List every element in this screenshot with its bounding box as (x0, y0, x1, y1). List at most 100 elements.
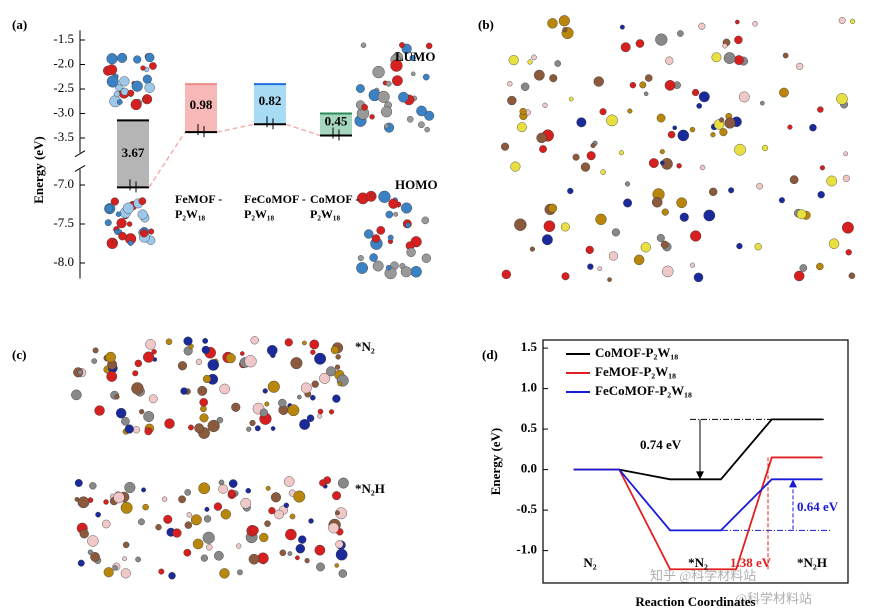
atom (95, 511, 101, 518)
atom (249, 419, 256, 427)
atom (816, 262, 824, 271)
atom (826, 175, 838, 187)
atom (842, 174, 850, 182)
atom (151, 349, 157, 355)
atom (145, 339, 156, 350)
atom (101, 519, 111, 529)
atom (194, 423, 204, 434)
atom (337, 477, 349, 489)
atom (192, 538, 204, 550)
atom (357, 255, 364, 262)
atom (734, 143, 746, 156)
atom (201, 345, 210, 354)
atom (356, 262, 368, 274)
atom (314, 544, 326, 556)
atom (385, 80, 392, 87)
atom (231, 402, 241, 412)
atom (119, 76, 130, 87)
atom (587, 263, 594, 270)
atom (121, 416, 130, 426)
atom (560, 222, 570, 232)
atom (752, 21, 758, 27)
atom (639, 81, 647, 89)
atom (677, 129, 690, 142)
atom (418, 121, 425, 129)
atom (735, 19, 740, 25)
atom (144, 82, 155, 93)
atom (679, 212, 689, 222)
atom (71, 389, 82, 401)
atom (690, 230, 702, 242)
atom (139, 409, 145, 415)
atom (338, 569, 348, 578)
atom (335, 540, 344, 549)
atom (186, 512, 192, 518)
atom (115, 407, 127, 419)
atom (213, 502, 223, 511)
stage-label: N₂ (583, 555, 596, 570)
atom (145, 52, 155, 63)
atom (836, 93, 848, 105)
atom (283, 502, 290, 509)
gap-bar (320, 113, 352, 136)
atom (600, 169, 606, 175)
atom (106, 371, 118, 382)
atom (259, 532, 269, 543)
atom (330, 345, 340, 355)
atom (249, 525, 259, 535)
atom (113, 491, 125, 504)
y-tick-label: 1.0 (521, 380, 537, 395)
atom (356, 84, 365, 93)
atom (202, 374, 212, 384)
atom (533, 69, 545, 81)
atom (547, 18, 558, 29)
atom (228, 479, 238, 488)
atom (188, 424, 194, 431)
atom (106, 53, 118, 65)
atom (184, 521, 193, 529)
atom (328, 409, 335, 415)
atom (165, 338, 173, 345)
atom (661, 208, 669, 216)
atom (148, 228, 155, 235)
atom (79, 529, 89, 539)
atom (227, 489, 236, 497)
level-label: HOMO (395, 177, 438, 192)
atom (656, 113, 666, 123)
y-axis-label: Energy (eV) (488, 428, 503, 496)
atom (385, 264, 392, 271)
atom (203, 515, 212, 523)
atom (572, 153, 580, 161)
atom (399, 42, 405, 49)
atom (527, 59, 533, 65)
atom (120, 501, 133, 514)
atom (607, 277, 612, 282)
y-tick-label: 1.5 (521, 339, 538, 354)
atom (676, 197, 688, 209)
y-tick-label: -3.5 (53, 129, 74, 144)
atom (361, 103, 368, 111)
atom (334, 563, 339, 568)
atom (245, 488, 252, 494)
atom (779, 87, 789, 98)
atom (287, 551, 293, 556)
atom (142, 97, 148, 103)
atom (172, 528, 182, 538)
atom (77, 496, 90, 509)
atom (264, 401, 270, 407)
atom (219, 383, 230, 395)
atom (549, 74, 558, 83)
atom (388, 198, 399, 209)
atom (567, 187, 574, 195)
atom (332, 491, 342, 501)
atom (828, 238, 840, 249)
atom (736, 242, 743, 250)
atom (623, 198, 633, 208)
atom (214, 550, 224, 561)
atom (206, 544, 213, 551)
atom (302, 340, 307, 346)
atom (287, 404, 300, 417)
electron-arrows (266, 116, 274, 130)
